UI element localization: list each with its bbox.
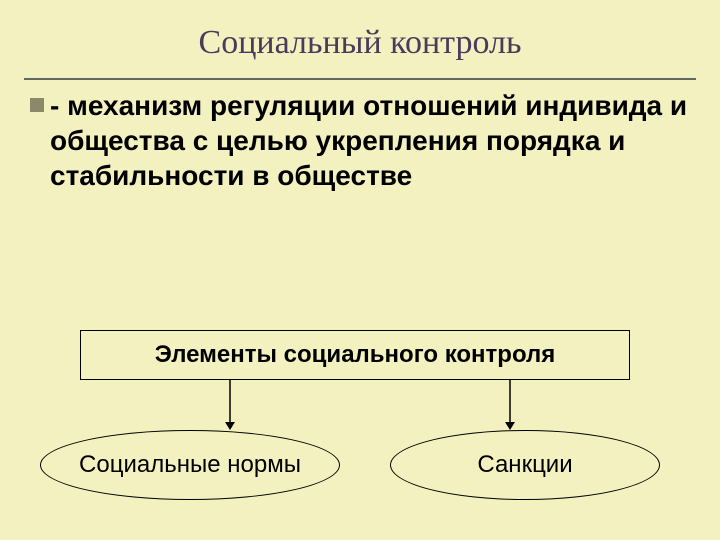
arrow-left-icon (222, 378, 238, 438)
definition-text: - механизм регуляции отношений индивида … (50, 88, 690, 193)
title-area: Социальный контроль (0, 0, 720, 72)
bullet-row: - механизм регуляции отношений индивида … (30, 88, 690, 193)
elements-box: Элементы социального контроля (80, 330, 630, 380)
left-ellipse: Социальные нормы (40, 430, 340, 500)
content-area: - механизм регуляции отношений индивида … (0, 80, 720, 193)
left-ellipse-label: Социальные нормы (79, 451, 301, 479)
elements-box-label: Элементы социального контроля (155, 341, 556, 369)
slide-title: Социальный контроль (40, 24, 680, 62)
square-bullet-icon (30, 98, 44, 112)
slide: Социальный контроль - механизм регуляции… (0, 0, 720, 540)
arrow-right-icon (502, 378, 518, 438)
right-ellipse: Санкции (390, 430, 660, 500)
right-ellipse-label: Санкции (477, 451, 572, 479)
